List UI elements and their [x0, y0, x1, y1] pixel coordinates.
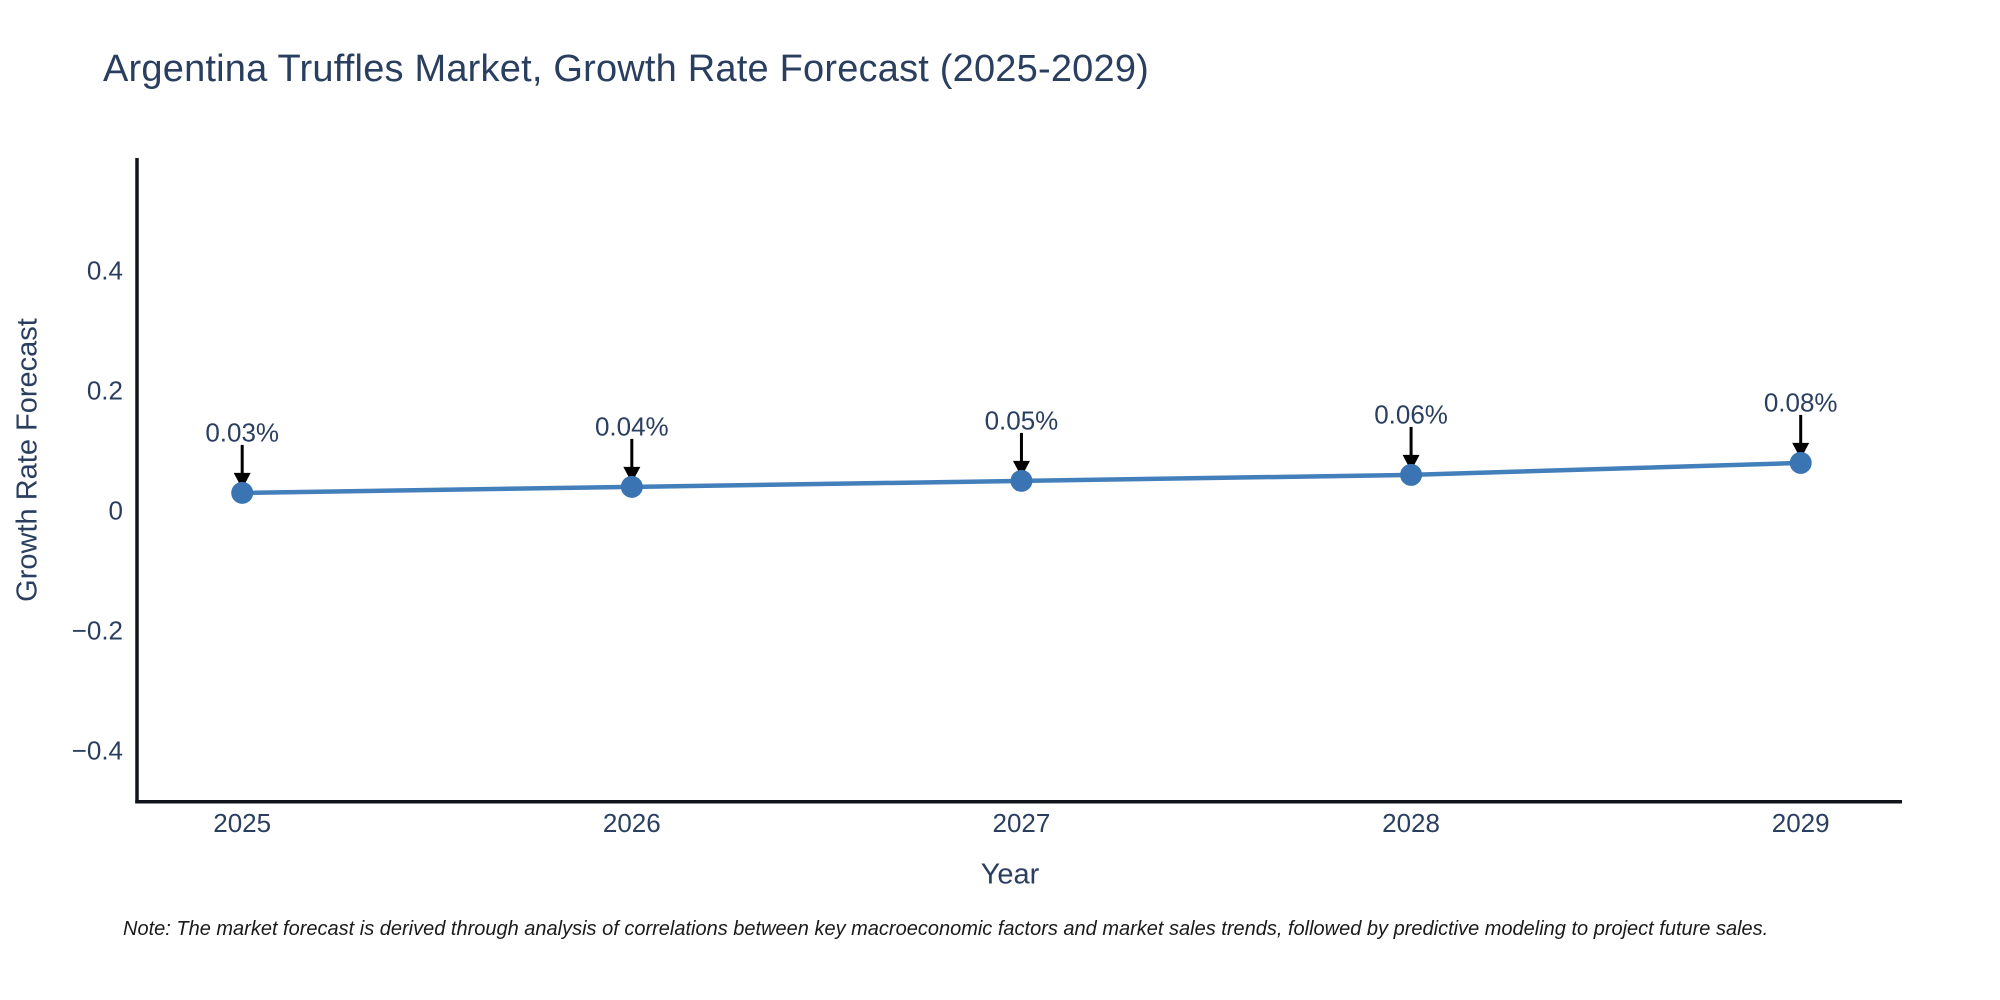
- x-tick-label: 2026: [602, 808, 661, 838]
- y-axis-line: [135, 158, 139, 804]
- data-point-label: 0.04%: [594, 411, 669, 442]
- x-axis-line: [135, 800, 1902, 804]
- y-tick-label: 0.4: [86, 255, 123, 286]
- y-tick-label: −0.2: [71, 615, 123, 646]
- footnote: Note: The market forecast is derived thr…: [123, 918, 1769, 940]
- y-tick-label: 0.2: [86, 375, 123, 406]
- data-point-label: 0.03%: [205, 417, 280, 448]
- x-tick-label: 2028: [1382, 808, 1440, 838]
- data-point-label: 0.05%: [984, 405, 1059, 436]
- data-point-marker: [620, 475, 643, 498]
- annotation-arrow-head: [1402, 454, 1420, 471]
- y-tick-label: −0.4: [71, 735, 123, 766]
- data-point-label: 0.06%: [1374, 399, 1448, 430]
- data-point-label: 0.08%: [1763, 387, 1838, 418]
- annotation-arrow-head: [1012, 460, 1030, 477]
- x-tick-label: 2025: [213, 808, 272, 838]
- data-point-marker: [1400, 463, 1423, 486]
- annotation-arrow-head: [233, 472, 251, 489]
- y-tick-label: 0: [108, 495, 123, 526]
- data-point-marker: [231, 481, 254, 504]
- x-tick-label: 2027: [992, 808, 1051, 838]
- annotation-arrow-head: [1792, 442, 1810, 459]
- x-axis-title: Year: [980, 858, 1040, 891]
- data-point-marker: [1789, 451, 1812, 474]
- data-point-marker: [1010, 469, 1033, 492]
- annotation-arrow-head: [623, 466, 641, 483]
- x-tick-label: 2029: [1771, 808, 1830, 838]
- chart-title: Argentina Truffles Market, Growth Rate F…: [103, 48, 1150, 90]
